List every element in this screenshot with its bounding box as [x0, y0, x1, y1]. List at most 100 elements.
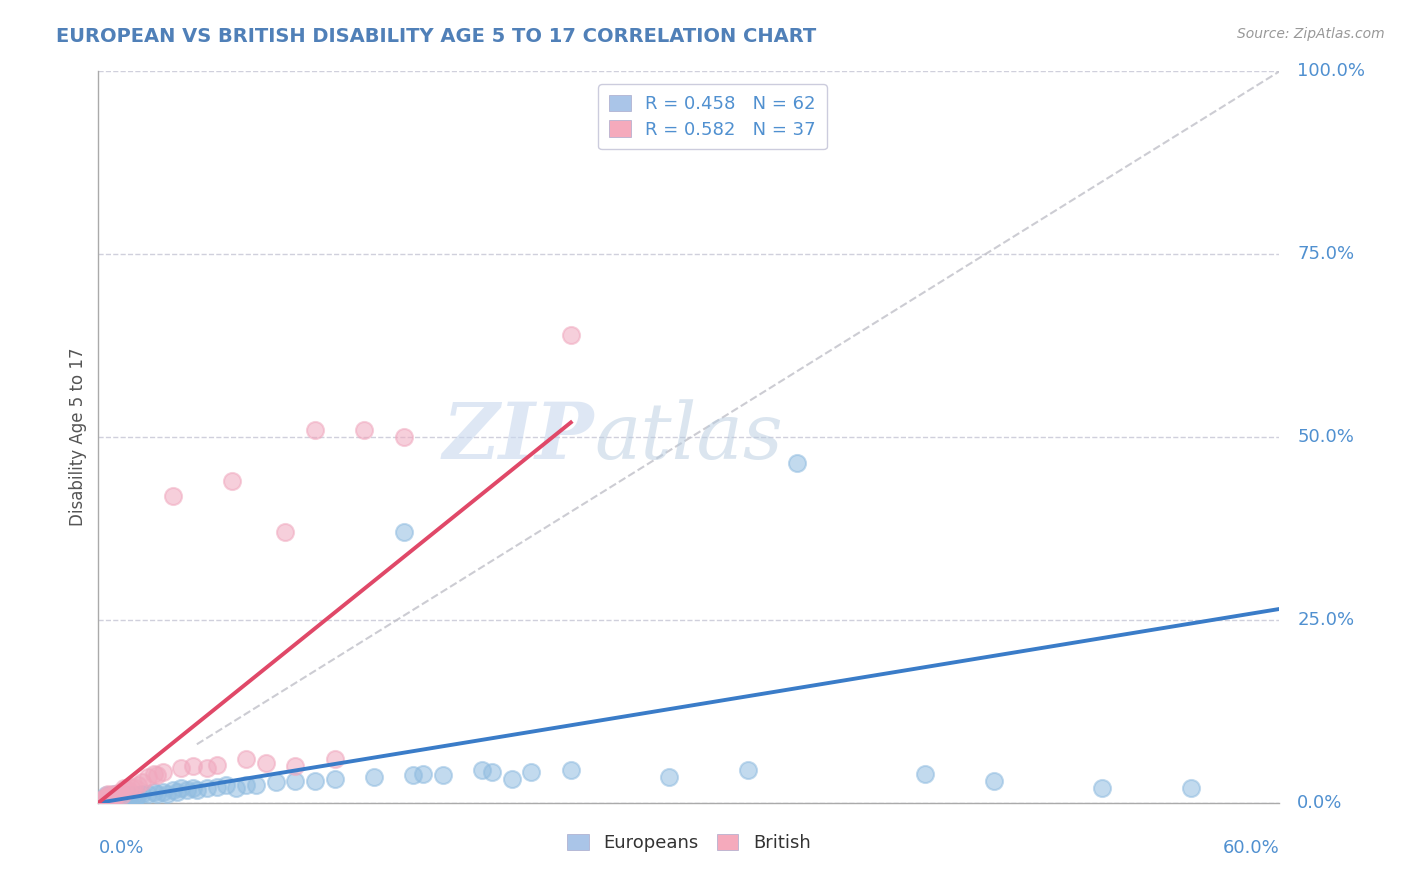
Point	[560, 327, 582, 342]
Point	[501, 772, 523, 787]
Text: 75.0%: 75.0%	[1298, 245, 1354, 263]
Point	[170, 761, 193, 775]
Y-axis label: Disability Age 5 to 17: Disability Age 5 to 17	[69, 348, 87, 526]
Point	[105, 792, 128, 806]
Point	[195, 761, 218, 775]
Point	[107, 787, 129, 801]
Point	[111, 792, 134, 806]
Point	[112, 781, 135, 796]
Text: EUROPEAN VS BRITISH DISABILITY AGE 5 TO 17 CORRELATION CHART: EUROPEAN VS BRITISH DISABILITY AGE 5 TO …	[56, 27, 817, 45]
Point	[284, 759, 307, 773]
Point	[108, 785, 131, 799]
Point	[471, 763, 494, 777]
Point	[131, 787, 153, 801]
Point	[112, 789, 135, 803]
Point	[481, 765, 503, 780]
Point	[1180, 781, 1202, 796]
Point	[284, 773, 307, 788]
Point	[737, 763, 759, 777]
Text: 0.0%: 0.0%	[1298, 794, 1343, 812]
Point	[127, 778, 149, 792]
Text: 100.0%: 100.0%	[1298, 62, 1365, 80]
Point	[156, 787, 179, 801]
Point	[186, 782, 208, 797]
Point	[304, 423, 326, 437]
Point	[98, 789, 121, 803]
Point	[142, 785, 165, 799]
Point	[93, 792, 115, 806]
Point	[96, 789, 118, 803]
Point	[115, 789, 138, 804]
Point	[205, 780, 228, 794]
Point	[107, 792, 129, 806]
Point	[432, 768, 454, 782]
Point	[181, 781, 204, 796]
Point	[221, 474, 243, 488]
Point	[118, 789, 141, 803]
Point	[412, 766, 434, 780]
Point	[117, 782, 139, 797]
Point	[98, 789, 121, 803]
Point	[142, 766, 165, 780]
Point	[136, 770, 159, 784]
Point	[117, 789, 139, 804]
Point	[97, 794, 120, 808]
Point	[520, 765, 543, 780]
Text: ZIP: ZIP	[443, 399, 595, 475]
Point	[195, 781, 218, 796]
Point	[235, 778, 257, 792]
Text: 50.0%: 50.0%	[1298, 428, 1354, 446]
Point	[111, 789, 134, 803]
Point	[176, 782, 198, 797]
Point	[914, 766, 936, 780]
Point	[254, 756, 277, 770]
Point	[91, 792, 114, 806]
Point	[274, 525, 297, 540]
Point	[363, 770, 385, 784]
Point	[166, 785, 188, 799]
Text: 25.0%: 25.0%	[1298, 611, 1354, 629]
Point	[402, 768, 425, 782]
Point	[101, 792, 124, 806]
Point	[304, 773, 326, 788]
Point	[353, 423, 375, 437]
Point	[96, 789, 118, 804]
Text: atlas: atlas	[595, 399, 783, 475]
Point	[127, 789, 149, 803]
Point	[181, 759, 204, 773]
Text: 0.0%: 0.0%	[98, 839, 143, 857]
Point	[122, 789, 145, 803]
Point	[121, 781, 143, 796]
Point	[392, 430, 415, 444]
Point	[225, 781, 247, 796]
Point	[103, 789, 125, 804]
Point	[125, 789, 148, 804]
Point	[1091, 781, 1114, 796]
Point	[105, 789, 128, 803]
Legend: Europeans, British: Europeans, British	[560, 827, 818, 860]
Point	[93, 792, 115, 806]
Point	[131, 775, 153, 789]
Point	[560, 763, 582, 777]
Point	[96, 794, 118, 808]
Point	[205, 757, 228, 772]
Point	[323, 772, 346, 787]
Point	[108, 789, 131, 804]
Point	[91, 792, 114, 806]
Point	[323, 752, 346, 766]
Point	[392, 525, 415, 540]
Text: 60.0%: 60.0%	[1223, 839, 1279, 857]
Point	[146, 768, 169, 782]
Point	[97, 787, 120, 801]
Point	[235, 752, 257, 766]
Point	[98, 792, 121, 806]
Text: Source: ZipAtlas.com: Source: ZipAtlas.com	[1237, 27, 1385, 41]
Point	[103, 787, 125, 801]
Point	[101, 789, 124, 804]
Point	[658, 770, 681, 784]
Point	[97, 789, 120, 804]
Point	[152, 785, 174, 799]
Point	[146, 787, 169, 801]
Point	[170, 781, 193, 796]
Point	[136, 787, 159, 801]
